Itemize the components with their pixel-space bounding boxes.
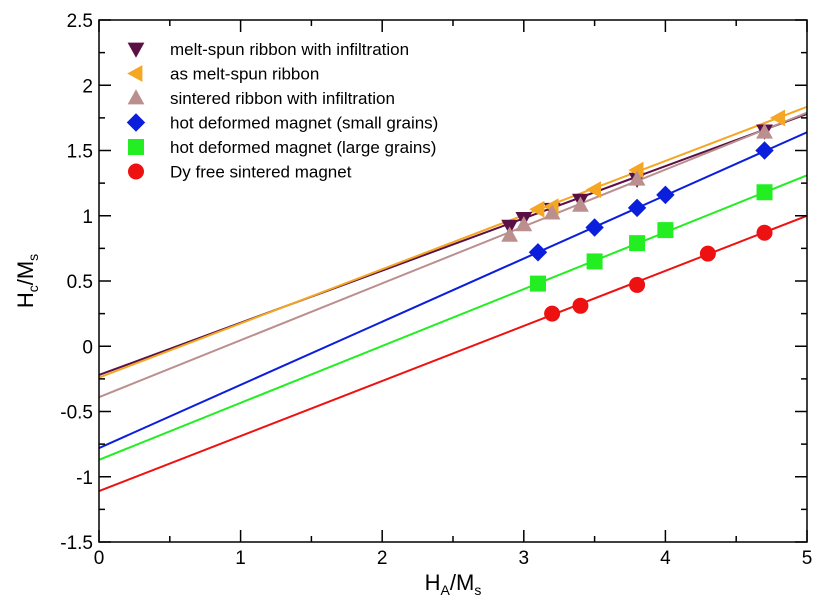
- x-axis-label: HA/Ms: [425, 570, 482, 598]
- legend: melt-spun ribbon with infiltration as mel…: [126, 40, 438, 182]
- x-tick-label: 1: [235, 548, 246, 569]
- data-point: [501, 226, 519, 242]
- legend-label: hot deformed magnet (large grains): [170, 138, 436, 157]
- legend-marker: [127, 65, 143, 82]
- data-point: [572, 297, 589, 314]
- x-tick-label: 5: [802, 548, 813, 569]
- x-tick-label: 4: [660, 548, 671, 569]
- legend-marker: [128, 139, 144, 155]
- y-tick-label: 2: [82, 76, 93, 97]
- data-point: [699, 245, 716, 262]
- data-point: [756, 184, 773, 201]
- data-point: [657, 222, 674, 239]
- y-axis-label: Hc/Ms: [13, 254, 41, 308]
- data-point: [629, 235, 646, 252]
- data-markers: [501, 109, 786, 322]
- legend-label: melt-spun ribbon with infiltration: [170, 40, 409, 59]
- series-markers: [544, 224, 773, 322]
- y-tick-label: 2.5: [67, 11, 93, 32]
- y-tick-label: 0: [82, 337, 93, 358]
- fit-lines: [99, 105, 807, 493]
- data-point: [628, 170, 646, 186]
- y-tick-label: -0.5: [60, 403, 93, 424]
- data-point: [529, 200, 545, 218]
- fit-line: [99, 111, 807, 399]
- y-tick-label: 0.5: [67, 272, 93, 293]
- data-point: [628, 161, 644, 179]
- data-point: [769, 109, 786, 127]
- legend-label: as melt-spun ribbon: [170, 65, 319, 84]
- legend-marker: [127, 42, 145, 58]
- y-tick-label: 1: [82, 207, 93, 228]
- data-point: [544, 305, 561, 322]
- data-point: [529, 275, 546, 292]
- fit-line: [99, 105, 807, 379]
- x-tick-label: 0: [94, 548, 105, 569]
- data-point: [585, 218, 604, 237]
- legend-marker: [126, 113, 146, 132]
- x-tick-label: 2: [377, 548, 388, 569]
- legend-marker: [128, 163, 144, 180]
- series-markers: [528, 141, 774, 262]
- legend-label: hot deformed magnet (small grains): [170, 114, 438, 133]
- data-point: [656, 185, 675, 205]
- data-point: [585, 181, 601, 199]
- y-tick-label: -1: [76, 468, 93, 489]
- series-markers: [529, 184, 773, 292]
- series-markers: [501, 123, 773, 242]
- fit-line: [99, 174, 807, 461]
- y-tick-label: 1.5: [67, 142, 93, 163]
- data-point: [755, 141, 774, 160]
- tick-labels: 0 1 2 3 4 5 -1.5 -1 -0.5 0 0.5 1 1.5 2 2.5: [60, 11, 812, 569]
- x-tick-label: 3: [519, 548, 530, 569]
- legend-marker: [127, 89, 145, 105]
- data-point: [586, 253, 603, 270]
- data-point: [572, 196, 589, 212]
- data-point: [627, 198, 647, 218]
- axis-ticks: [98, 19, 808, 543]
- data-point: [756, 224, 773, 241]
- data-point: [515, 216, 533, 232]
- data-point: [543, 204, 561, 220]
- fit-line: [99, 214, 807, 493]
- data-point: [629, 276, 646, 293]
- y-tick-label: -1.5: [60, 533, 93, 554]
- fit-line: [99, 131, 807, 449]
- data-point: [756, 123, 773, 139]
- legend-label: sintered ribbon with infiltration: [170, 89, 395, 108]
- data-point: [528, 243, 548, 262]
- legend-label: Dy free sintered magnet: [170, 163, 352, 182]
